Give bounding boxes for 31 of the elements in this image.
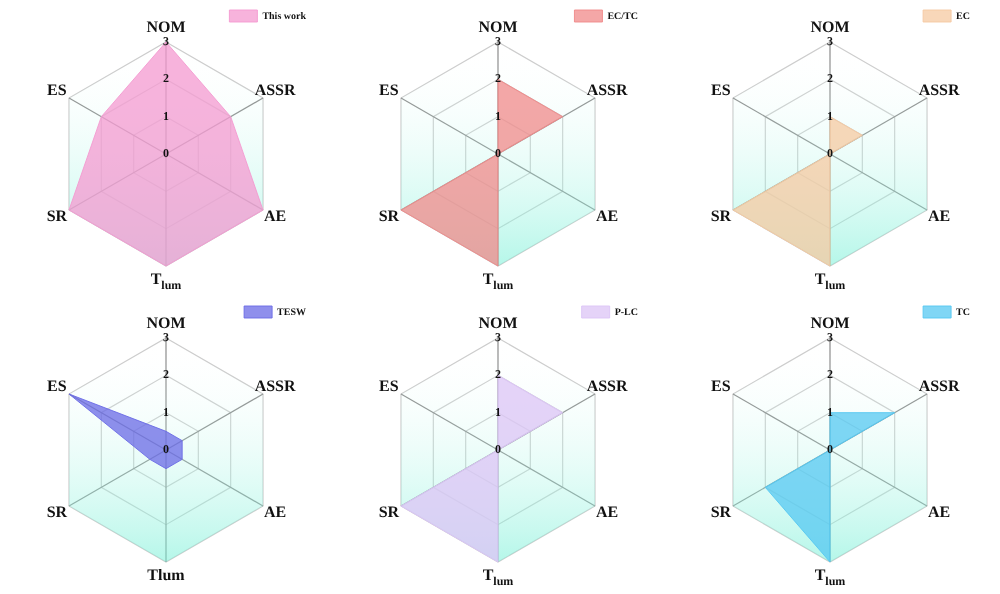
- spoke-label: ES: [47, 377, 68, 396]
- spoke-label: AE: [596, 207, 619, 226]
- spoke-label: ASSR: [254, 81, 297, 100]
- spoke-label: ES: [711, 81, 732, 100]
- spoke-label: NOM: [146, 314, 187, 333]
- spoke-label: AE: [264, 503, 287, 522]
- spoke-label: AE: [928, 207, 951, 226]
- spoke-label: ASSR: [918, 377, 961, 396]
- spoke-label: NOM: [146, 18, 187, 37]
- spoke-label: AE: [264, 207, 287, 226]
- spoke-label: ASSR: [254, 377, 297, 396]
- spoke-label: NOM: [478, 314, 519, 333]
- spoke-label: Tlum: [147, 566, 186, 585]
- spoke-label: AE: [928, 503, 951, 522]
- spoke-label: NOM: [810, 18, 851, 37]
- spoke-label: SR: [710, 207, 732, 226]
- spoke-label: NOM: [810, 314, 851, 333]
- spoke-label: ES: [379, 81, 400, 100]
- spoke-label: ASSR: [586, 81, 629, 100]
- spoke-label: AE: [596, 503, 619, 522]
- spoke-label: NOM: [478, 18, 519, 37]
- spoke-label: ES: [47, 81, 68, 100]
- spoke-label: SR: [46, 503, 68, 522]
- spoke-label: ASSR: [586, 377, 629, 396]
- spoke-label: SR: [378, 503, 400, 522]
- spoke-label: SR: [378, 207, 400, 226]
- spoke-label: ES: [379, 377, 400, 396]
- spoke-label: SR: [710, 503, 732, 522]
- spoke-label: SR: [46, 207, 68, 226]
- spoke-label: ASSR: [918, 81, 961, 100]
- spoke-label: ES: [711, 377, 732, 396]
